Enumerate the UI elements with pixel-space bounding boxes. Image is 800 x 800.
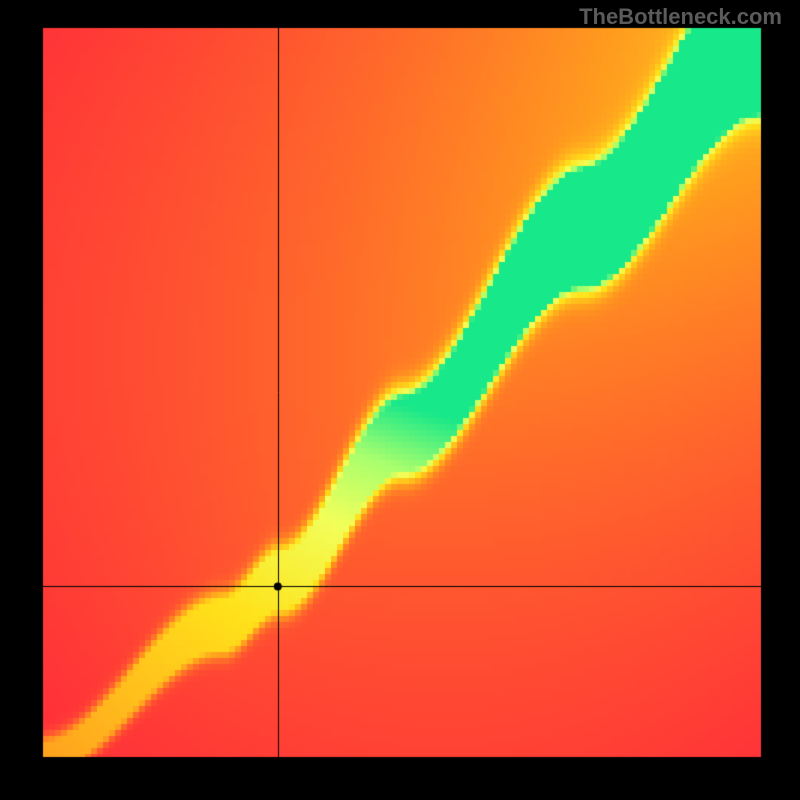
watermark-text: TheBottleneck.com — [579, 4, 782, 30]
heatmap-canvas — [0, 0, 800, 800]
chart-container: TheBottleneck.com — [0, 0, 800, 800]
